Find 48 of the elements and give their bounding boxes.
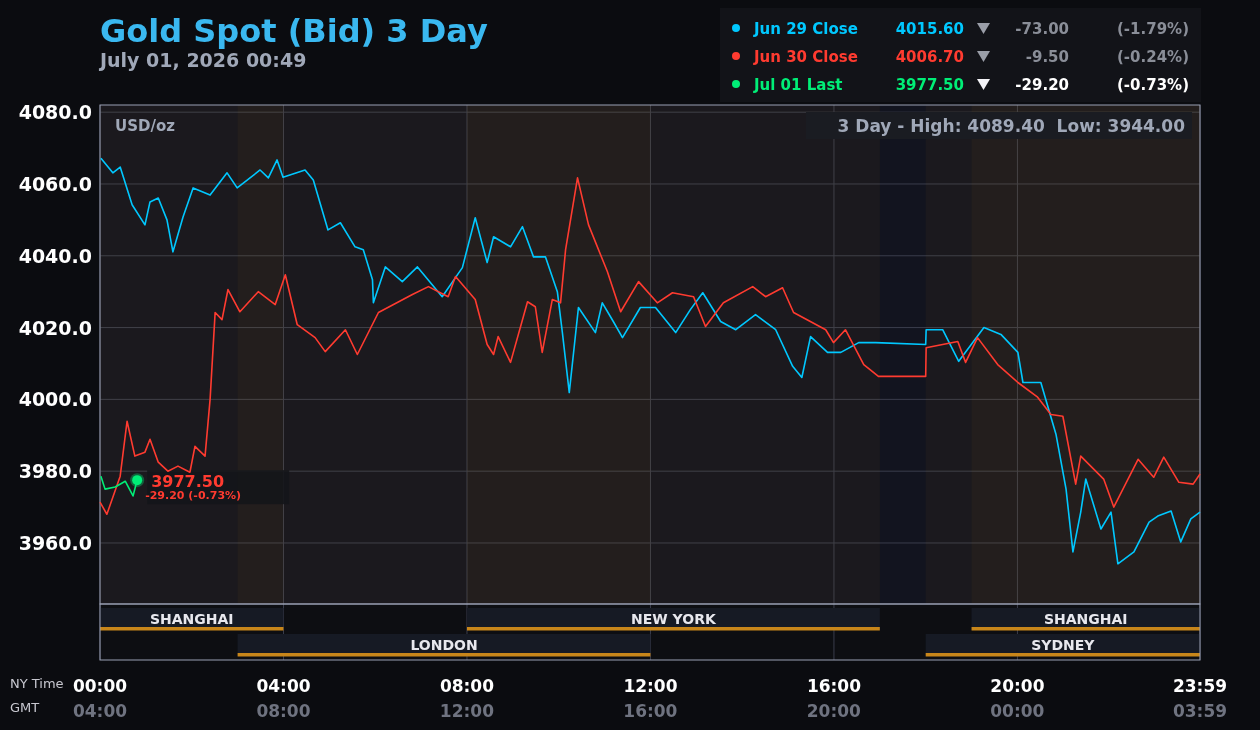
legend-label: Jun 30 Close (753, 48, 858, 66)
annotation: -29.20 (-0.73%) (145, 489, 242, 503)
y-tick-label: 4020.0 (18, 316, 92, 339)
y-tick-label: 4080.0 (18, 101, 92, 124)
x2-axis-title: GMT (10, 700, 40, 715)
x-tick-label: 08:00 (439, 676, 495, 696)
chart-title: Gold Spot (Bid) 3 Day (100, 12, 488, 50)
y-tick-label: 4000.0 (18, 388, 92, 411)
text: -29.20 (1015, 76, 1069, 94)
chart-subtitle: July 01, 2026 00:49 (98, 49, 307, 71)
x-tick-label: 16:00 (806, 676, 862, 696)
text: 4015.60 (895, 20, 964, 38)
annotation: 3977.50 (151, 472, 225, 492)
x2-tick-label: 20:00 (806, 701, 862, 721)
x-tick-label: 04:00 (256, 676, 311, 696)
x2-tick-label: 03:59 (1172, 701, 1228, 721)
text: (-1.79%) (1117, 20, 1189, 38)
x-tick-label: 12:00 (623, 676, 678, 696)
x2-tick-label: 00:00 (990, 701, 1045, 721)
text: 4006.70 (895, 48, 964, 66)
band-label: SYDNEY (1031, 637, 1096, 653)
band-label: SHANGHAI (149, 611, 234, 627)
band-label: LONDON (410, 637, 478, 653)
text: -73.00 (1015, 20, 1069, 38)
text: (-0.24%) (1117, 48, 1189, 66)
legend-label: Jul 01 Last (753, 76, 843, 94)
x-tick-label: 23:59 (1172, 676, 1228, 696)
x-tick-label: 00:00 (72, 676, 128, 696)
x-tick-label: 20:00 (990, 676, 1045, 696)
x2-tick-label: 16:00 (623, 701, 678, 721)
text: -9.50 (1025, 48, 1069, 66)
line-series (99, 177, 1201, 516)
y-tick-label: 3980.0 (18, 460, 92, 483)
band-label: NEW YORK (631, 611, 717, 627)
y-axis-title: USD/oz (115, 117, 176, 135)
x2-tick-label: 04:00 (72, 701, 128, 721)
text: 3977.50 (895, 76, 964, 94)
text: (-0.73%) (1117, 76, 1189, 94)
y-tick-label: 4060.0 (18, 172, 92, 195)
x2-tick-label: 08:00 (256, 701, 311, 721)
line-series (100, 157, 1201, 565)
y-tick-label: 3960.0 (18, 531, 92, 554)
legend-label: Jun 29 Close (753, 20, 858, 38)
band-label: SHANGHAI (1043, 611, 1128, 627)
y-tick-label: 4040.0 (18, 244, 92, 267)
x2-tick-label: 12:00 (439, 701, 495, 721)
annotation: 3 Day - High: 4089.40 Low: 3944.00 (837, 116, 1186, 136)
x-axis-title: NY Time (10, 676, 64, 691)
